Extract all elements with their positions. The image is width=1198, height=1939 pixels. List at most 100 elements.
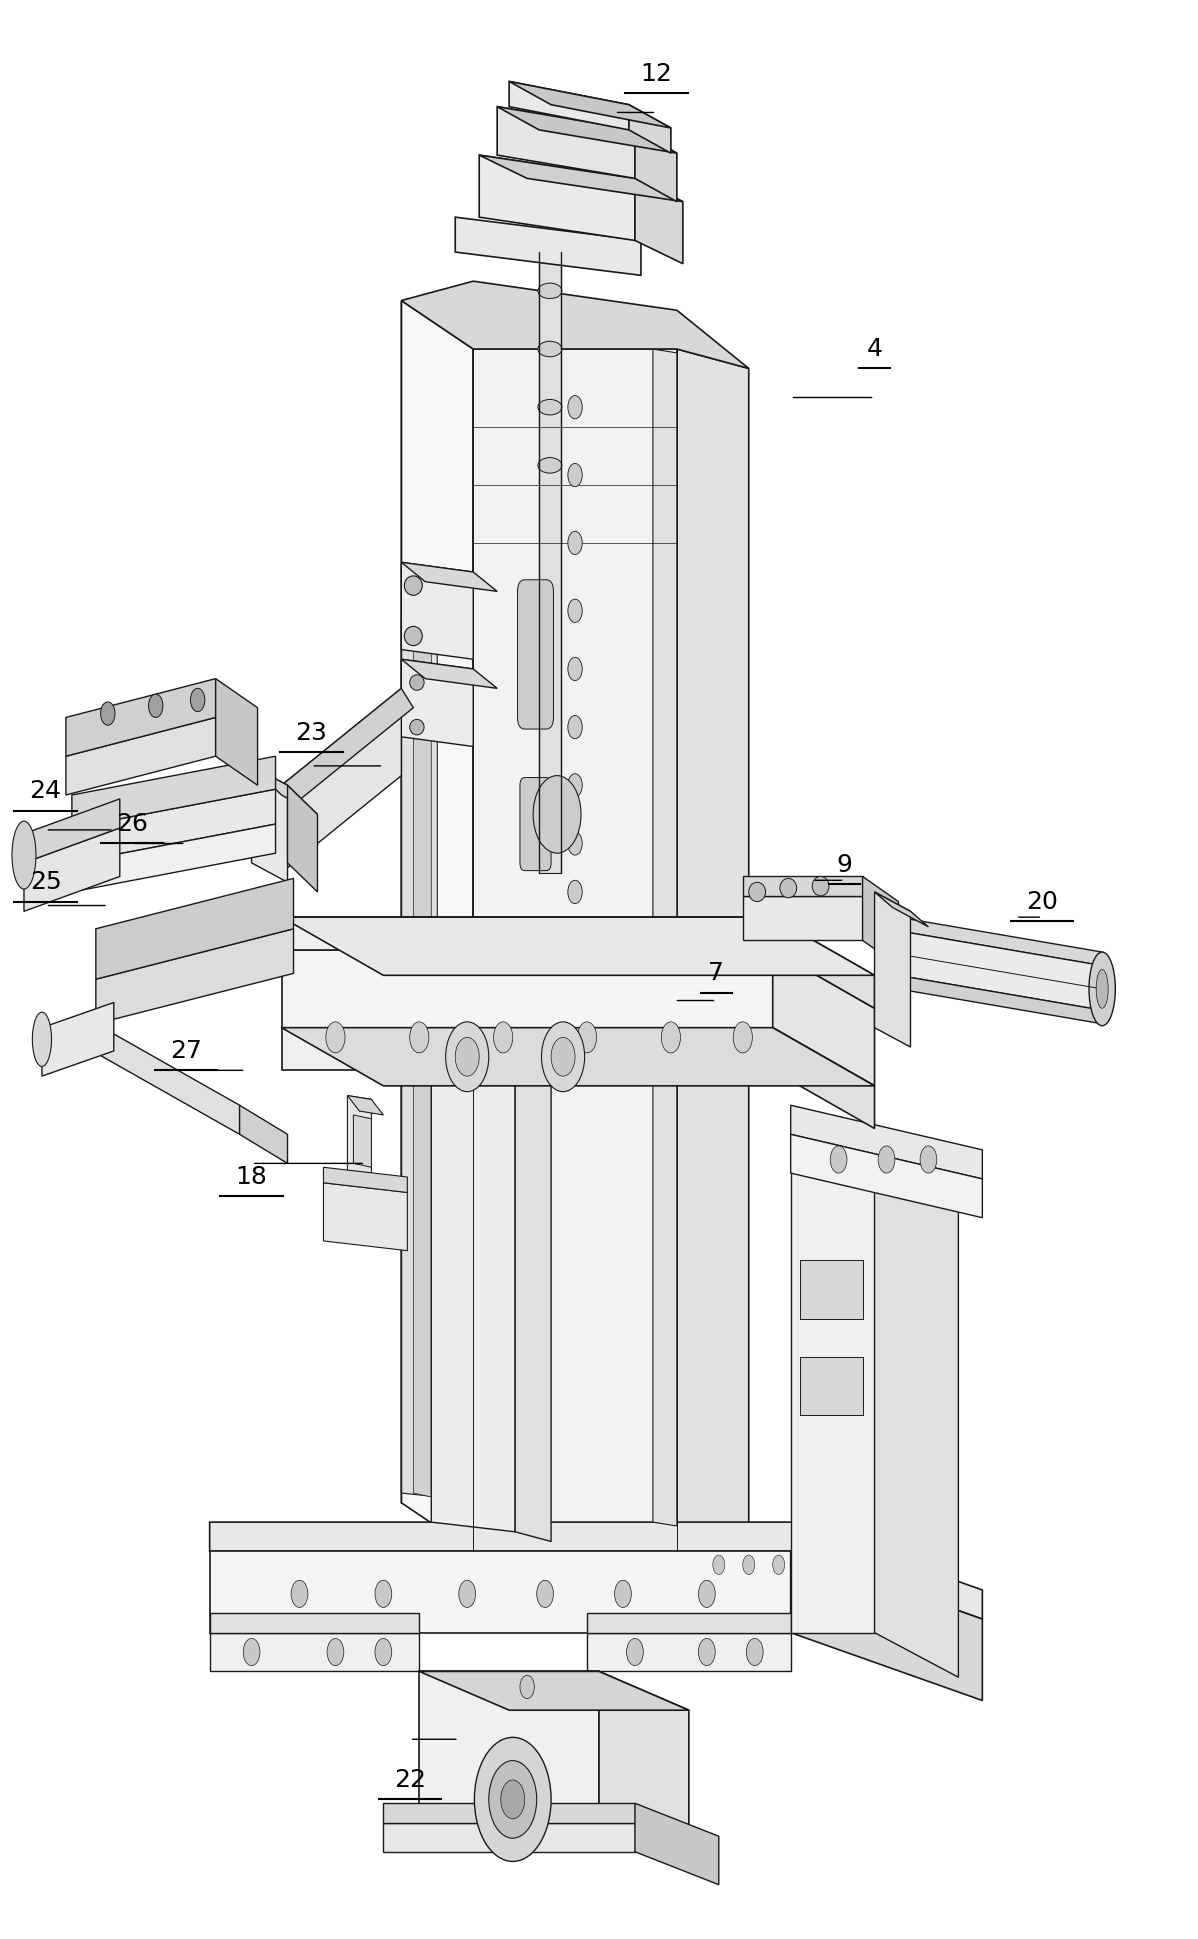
Circle shape [489,1761,537,1838]
Polygon shape [323,1183,407,1251]
Circle shape [698,1580,715,1607]
Polygon shape [347,1096,383,1115]
Polygon shape [401,281,749,368]
Circle shape [568,832,582,855]
Polygon shape [677,349,749,1571]
Circle shape [568,531,582,555]
Polygon shape [353,1115,371,1167]
Circle shape [577,1022,597,1053]
Polygon shape [210,1633,419,1671]
Text: 22: 22 [394,1768,425,1792]
Ellipse shape [538,399,562,415]
FancyBboxPatch shape [520,778,551,871]
Polygon shape [282,917,773,950]
Ellipse shape [749,882,766,902]
Circle shape [446,1022,489,1092]
Polygon shape [282,688,413,805]
Polygon shape [401,659,473,747]
Polygon shape [252,766,288,882]
Circle shape [291,1580,308,1607]
Polygon shape [599,1671,689,1861]
Polygon shape [587,1633,791,1671]
Ellipse shape [780,878,797,898]
Circle shape [627,1638,643,1666]
Polygon shape [210,1551,791,1633]
Polygon shape [72,824,276,892]
Polygon shape [282,1028,773,1070]
Polygon shape [72,756,276,828]
Polygon shape [773,917,875,1008]
Polygon shape [791,1551,982,1701]
Circle shape [537,1580,553,1607]
Circle shape [410,1022,429,1053]
Circle shape [533,776,581,853]
Ellipse shape [404,576,423,595]
Polygon shape [210,1613,419,1633]
Polygon shape [635,178,683,264]
Polygon shape [72,789,276,863]
Polygon shape [401,562,497,591]
Polygon shape [791,1134,875,1633]
Polygon shape [347,1096,371,1206]
Polygon shape [497,107,677,153]
Polygon shape [635,1803,719,1885]
Polygon shape [401,620,437,1497]
Polygon shape [887,915,1102,966]
Polygon shape [383,1823,635,1852]
Circle shape [661,1022,680,1053]
Polygon shape [875,892,910,1047]
Polygon shape [419,1671,689,1710]
Ellipse shape [1096,970,1108,1008]
Text: 7: 7 [708,962,725,985]
Ellipse shape [812,876,829,896]
Circle shape [326,1022,345,1053]
Ellipse shape [12,820,36,888]
Circle shape [746,1638,763,1666]
Polygon shape [210,1522,982,1619]
Polygon shape [96,1024,240,1134]
Circle shape [568,599,582,622]
Polygon shape [875,892,928,927]
Circle shape [243,1638,260,1666]
Ellipse shape [538,341,562,357]
Circle shape [568,880,582,904]
Polygon shape [282,950,773,1028]
Polygon shape [401,301,473,1551]
Polygon shape [875,1134,958,1677]
Circle shape [615,1580,631,1607]
Polygon shape [66,717,216,795]
Circle shape [568,657,582,681]
Polygon shape [455,217,641,275]
Circle shape [743,1555,755,1574]
Polygon shape [773,1028,875,1128]
Circle shape [474,1737,551,1861]
Ellipse shape [404,626,423,646]
Polygon shape [773,950,875,1086]
Polygon shape [473,349,677,1551]
Polygon shape [587,1613,791,1633]
Text: 4: 4 [866,337,883,361]
Polygon shape [791,1134,982,1218]
Polygon shape [515,1076,551,1542]
Circle shape [520,1675,534,1699]
Bar [800,1357,863,1415]
Circle shape [327,1638,344,1666]
Text: 20: 20 [1027,890,1058,913]
Ellipse shape [410,675,424,690]
FancyBboxPatch shape [518,580,553,729]
Polygon shape [419,1671,599,1823]
Polygon shape [635,130,677,202]
Text: 23: 23 [296,721,327,745]
Polygon shape [24,799,120,863]
Circle shape [568,715,582,739]
Polygon shape [66,679,216,756]
Polygon shape [24,828,120,911]
Polygon shape [653,349,677,1526]
Ellipse shape [538,283,562,299]
Circle shape [830,1146,847,1173]
Polygon shape [252,766,317,814]
Polygon shape [791,1134,958,1179]
Text: 26: 26 [116,812,147,836]
Polygon shape [401,659,497,688]
Circle shape [190,688,205,712]
